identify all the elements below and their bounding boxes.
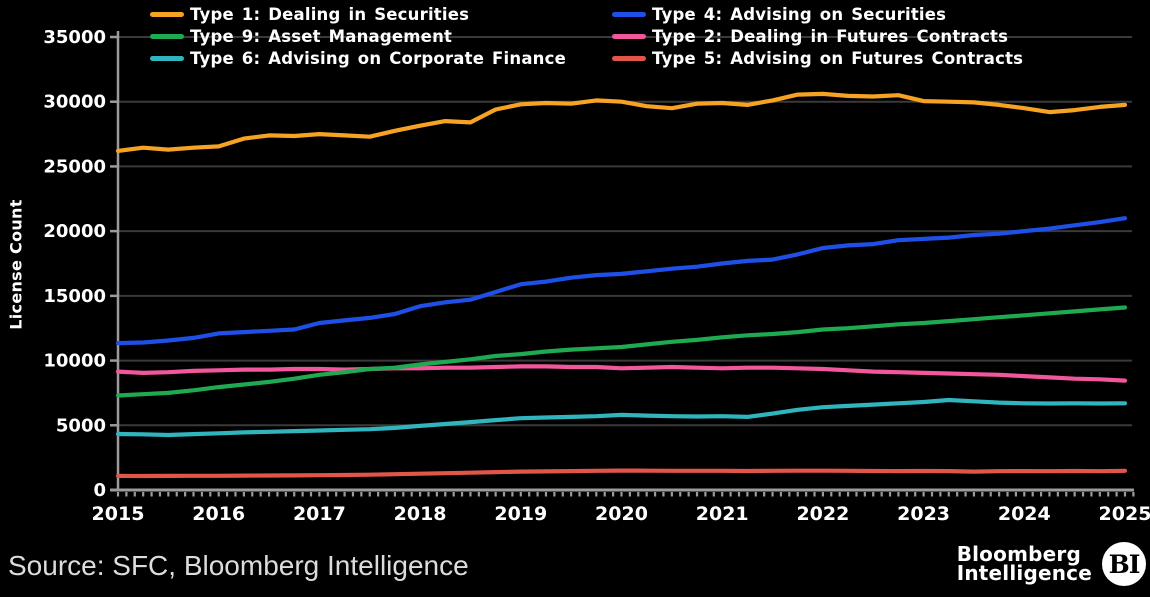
- legend-swatch-icon: [612, 11, 646, 17]
- bi-badge-icon: BI: [1102, 542, 1146, 586]
- x-tick-label: 2015: [92, 503, 145, 525]
- legend-column-left: Type 1: Dealing in Securities Type 9: Ass…: [150, 4, 566, 68]
- logo-line1: Bloomberg: [956, 542, 1081, 566]
- legend-swatch-icon: [612, 33, 646, 39]
- legend-item: Type 4: Advising on Securities: [612, 4, 1023, 24]
- series-line: [115, 91, 1128, 153]
- logo-line2: Intelligence: [956, 561, 1092, 585]
- x-tick-label: 2023: [897, 503, 950, 525]
- y-tick-label: 35000: [43, 27, 106, 48]
- y-tick-label: 10000: [43, 351, 106, 372]
- legend-swatch-icon: [150, 33, 184, 39]
- legend-label: Type 9: Asset Management: [190, 26, 453, 46]
- legend-item: Type 6: Advising on Corporate Finance: [150, 48, 566, 68]
- y-tick-label: 20000: [43, 221, 106, 242]
- x-tick-label: 2016: [192, 503, 245, 525]
- x-tick-label: 2025: [1099, 503, 1150, 525]
- legend-label: Type 6: Advising on Corporate Finance: [190, 48, 566, 68]
- legend-item: Type 1: Dealing in Securities: [150, 4, 566, 24]
- series-line: [115, 216, 1128, 346]
- legend-label: Type 4: Advising on Securities: [652, 4, 947, 24]
- legend-swatch-icon: [150, 11, 184, 17]
- legend-label: Type 1: Dealing in Securities: [190, 4, 470, 24]
- series-line: [115, 364, 1128, 383]
- y-tick-label: 25000: [43, 156, 106, 177]
- logo-text: Bloomberg Intelligence: [956, 542, 1092, 585]
- bloomberg-intelligence-logo: Bloomberg Intelligence BI: [957, 542, 1146, 586]
- series-line: [115, 305, 1128, 398]
- series-line: [115, 397, 1128, 438]
- legend-swatch-icon: [150, 55, 184, 61]
- x-tick-label: 2024: [998, 503, 1051, 525]
- x-tick-label: 2022: [796, 503, 849, 525]
- legend-item: Type 2: Dealing in Futures Contracts: [612, 26, 1023, 46]
- footer: Source: SFC, Bloomberg Intelligence Bloo…: [0, 540, 1150, 597]
- legend-swatch-icon: [612, 55, 646, 61]
- y-tick-label: 15000: [43, 286, 106, 307]
- legend-label: Type 5: Advising on Futures Contracts: [652, 48, 1024, 68]
- series-line: [115, 468, 1128, 479]
- y-tick-label: 0: [93, 480, 106, 501]
- legend-item: Type 5: Advising on Futures Contracts: [612, 48, 1024, 68]
- x-tick-label: 2019: [494, 503, 547, 525]
- line-chart: 0 5000 10000 15000 20000 25000 30000 35000 2015 2…: [43, 27, 1150, 525]
- y-tick-label: 5000: [56, 415, 106, 436]
- x-tick-label: 2020: [595, 503, 648, 525]
- legend-item: Type 9: Asset Management: [150, 26, 566, 46]
- legend-label: Type 2: Dealing in Futures Contracts: [652, 26, 1009, 46]
- x-tick-label: 2017: [293, 503, 346, 525]
- legend-column-right: Type 4: Advising on Securities Type 2: De…: [612, 4, 1024, 68]
- y-tick-label: 30000: [43, 92, 106, 113]
- x-tick-label: 2021: [696, 503, 749, 525]
- x-tick-label: 2018: [394, 503, 447, 525]
- source-text: Source: SFC, Bloomberg Intelligence: [8, 550, 469, 581]
